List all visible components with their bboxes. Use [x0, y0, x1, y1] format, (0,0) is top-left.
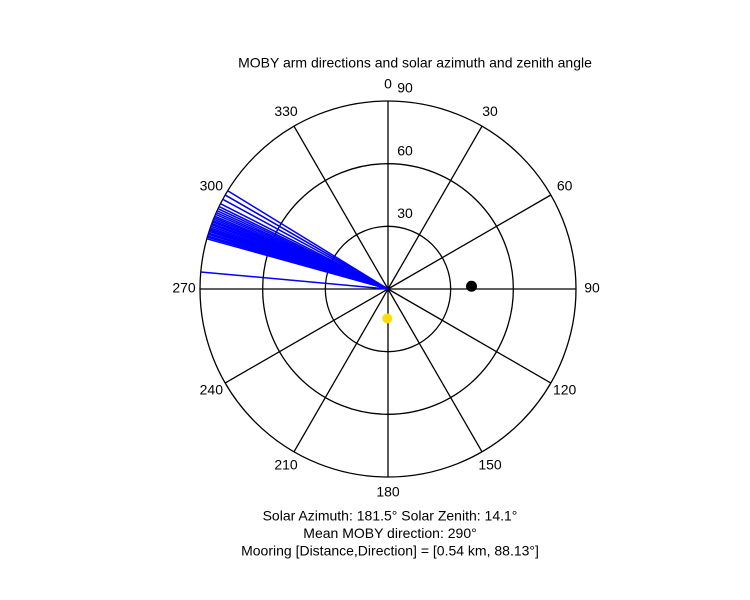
spoke [224, 288, 389, 384]
annotation: Mean MOBY direction: 290° [303, 525, 476, 541]
spoke [293, 125, 389, 290]
r-tick-label: 30 [397, 205, 413, 221]
theta-tick-label: 30 [482, 103, 498, 119]
arm-direction [224, 194, 389, 290]
sun-point [382, 313, 393, 324]
arm-direction [227, 190, 389, 290]
spoke [387, 288, 483, 453]
mooring-point [466, 280, 478, 292]
theta-tick-label: 150 [478, 456, 502, 472]
spoke [387, 194, 552, 290]
theta-tick-label: 180 [376, 484, 400, 500]
theta-tick-label: 90 [584, 280, 600, 296]
annotation: Mooring [Distance,Direction] = [0.54 km,… [241, 543, 539, 559]
theta-tick-label: 60 [557, 178, 573, 194]
theta-tick-label: 240 [200, 382, 224, 398]
theta-tick-label: 120 [553, 382, 577, 398]
spoke [387, 125, 483, 290]
arm-direction [200, 271, 389, 290]
spoke [293, 288, 389, 453]
chart-title: MOBY arm directions and solar azimuth an… [238, 55, 592, 71]
theta-tick-label: 210 [274, 456, 298, 472]
theta-tick-label: 270 [172, 280, 196, 296]
theta-tick-label: 300 [200, 178, 224, 194]
annotation: Solar Azimuth: 181.5° Solar Zenith: 14.1… [263, 508, 518, 524]
theta-tick-label: 330 [274, 103, 298, 119]
r-tick-label: 90 [397, 80, 413, 96]
r-tick-label: 60 [397, 142, 413, 158]
arm-direction [222, 198, 389, 290]
theta-tick-label: 0 [384, 76, 392, 92]
spoke [387, 288, 552, 384]
arm-direction [220, 202, 389, 290]
